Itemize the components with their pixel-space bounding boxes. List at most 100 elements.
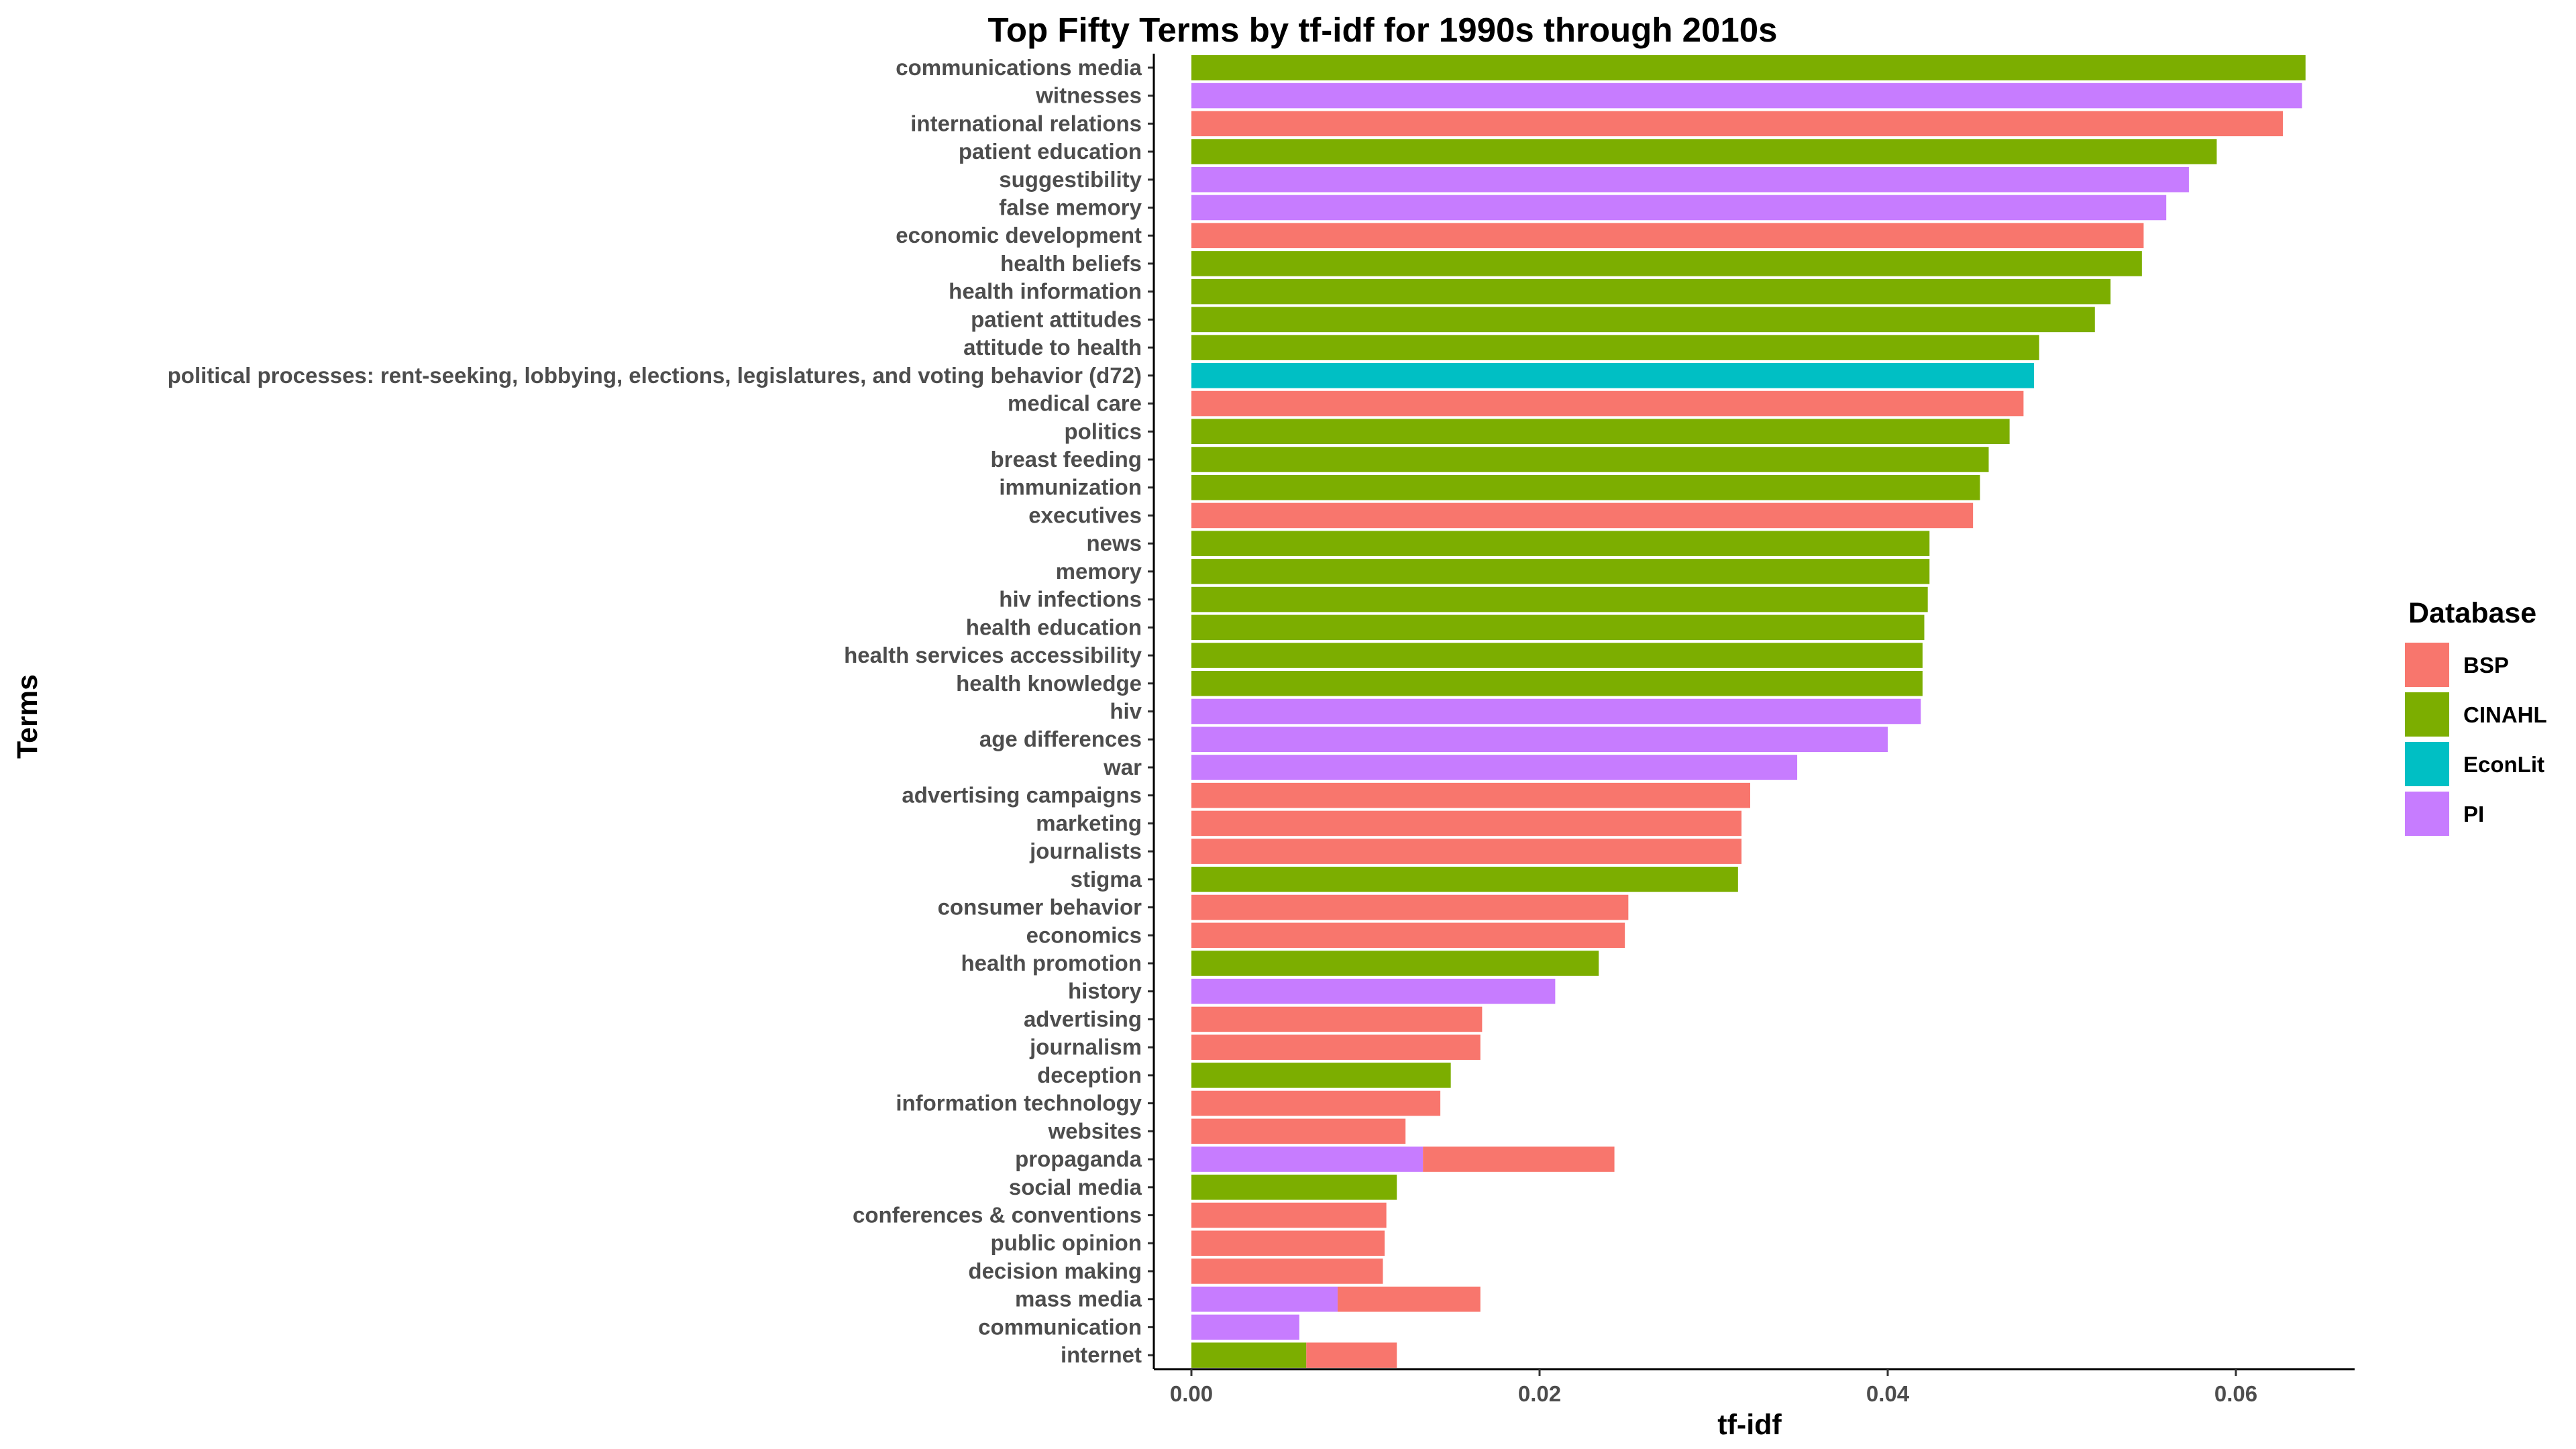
bar-pi xyxy=(1191,195,2167,221)
term-label: executives xyxy=(1028,502,1142,527)
bar-bsp xyxy=(1191,922,1625,949)
bar-cinahl xyxy=(1191,643,1923,668)
bar-pi xyxy=(1191,1286,1338,1312)
bar-cinahl xyxy=(1191,419,2010,445)
x-tick-label: 0.06 xyxy=(2214,1381,2257,1406)
x-tick-label: 0.04 xyxy=(1866,1381,1910,1406)
term-label: internet xyxy=(1061,1342,1142,1367)
legend-swatch-econlit xyxy=(2405,742,2449,786)
term-label: health promotion xyxy=(961,951,1142,975)
term-label: public opinion xyxy=(991,1230,1142,1255)
bar-bsp xyxy=(1191,1202,1387,1228)
bar-bsp xyxy=(1191,1230,1385,1256)
bar-cinahl xyxy=(1191,867,1738,892)
term-label: breast feeding xyxy=(990,447,1142,472)
x-axis-ticks: 0.00 0.02 0.04 0.06 xyxy=(1170,1369,2257,1406)
term-label: attitude to health xyxy=(963,335,1142,360)
term-label: history xyxy=(1068,979,1142,1004)
term-label: deception xyxy=(1037,1063,1142,1087)
legend-label-pi: PI xyxy=(2463,802,2484,826)
term-label: false memory xyxy=(999,195,1142,219)
bar-bsp xyxy=(1191,390,2024,417)
term-label: political processes: rent-seeking, lobby… xyxy=(168,363,1142,388)
term-label: advertising campaigns xyxy=(902,783,1142,808)
term-label: patient education xyxy=(959,139,1142,164)
bar-bsp xyxy=(1191,1258,1383,1284)
legend-title: Database xyxy=(2408,597,2536,629)
bar-cinahl xyxy=(1191,55,2306,80)
term-label: information technology xyxy=(896,1091,1142,1116)
term-label: war xyxy=(1103,755,1142,780)
legend-swatch-cinahl xyxy=(2405,692,2449,737)
bar-cinahl xyxy=(1191,335,2039,360)
bar-pi xyxy=(1191,1146,1424,1172)
bar-pi xyxy=(1191,83,2302,109)
term-label: patient attitudes xyxy=(971,307,1142,331)
bar-pi xyxy=(1191,1314,1299,1340)
bar-cinahl xyxy=(1191,474,1980,500)
term-label: communication xyxy=(978,1314,1142,1339)
bar-cinahl xyxy=(1191,586,1928,612)
term-label: international relations xyxy=(910,111,1142,136)
bar-econlit xyxy=(1191,363,2034,388)
bar-bsp xyxy=(1191,502,1974,529)
bar-bsp xyxy=(1191,894,1629,920)
term-label: websites xyxy=(1048,1118,1142,1143)
bar-bsp xyxy=(1337,1286,1481,1312)
term-label: stigma xyxy=(1071,867,1142,892)
term-label: politics xyxy=(1064,419,1142,443)
bar-cinahl xyxy=(1191,531,1930,556)
term-label: consumer behavior xyxy=(938,895,1142,920)
bar-bsp xyxy=(1191,1090,1441,1116)
term-label: communications media xyxy=(896,55,1142,80)
term-label: journalism xyxy=(1029,1034,1142,1059)
term-label: social media xyxy=(1009,1175,1142,1199)
term-label: health education xyxy=(966,614,1142,639)
bar-bsp xyxy=(1423,1146,1615,1172)
term-label: immunization xyxy=(999,475,1142,500)
chart-title: Top Fifty Terms by tf-idf for 1990s thro… xyxy=(988,11,1778,49)
term-label: conferences & conventions xyxy=(853,1203,1142,1228)
term-label: health information xyxy=(949,279,1142,304)
bar-cinahl xyxy=(1191,447,1989,472)
term-label: memory xyxy=(1056,559,1142,584)
legend: Database BSP CINAHL EconLit PI xyxy=(2405,597,2547,836)
term-label: hiv xyxy=(1110,699,1142,724)
term-label: propaganda xyxy=(1015,1146,1142,1171)
bar-pi xyxy=(1191,698,1921,724)
term-label: economics xyxy=(1026,922,1142,947)
x-tick-label: 0.00 xyxy=(1170,1381,1213,1406)
bar-bsp xyxy=(1191,810,1742,837)
bar-cinahl xyxy=(1191,559,1930,584)
term-label: health knowledge xyxy=(956,671,1142,696)
bar-pi xyxy=(1191,755,1798,780)
bar-cinahl xyxy=(1191,1342,1307,1368)
bar-bsp xyxy=(1191,839,1742,864)
term-labels: communications media witnesses internation… xyxy=(168,55,1154,1367)
legend-items: BSP CINAHL EconLit PI xyxy=(2405,643,2547,836)
x-tick-label: 0.02 xyxy=(1518,1381,1561,1406)
bar-bsp xyxy=(1191,782,1750,808)
bar-cinahl xyxy=(1191,139,2217,164)
term-label: journalists xyxy=(1029,839,1142,863)
x-axis-title: tf-idf xyxy=(1717,1409,1782,1441)
legend-label-cinahl: CINAHL xyxy=(2463,702,2547,727)
term-label: advertising xyxy=(1024,1006,1142,1031)
legend-swatch-pi xyxy=(2405,792,2449,836)
bar-bsp xyxy=(1306,1342,1397,1368)
bars-layer xyxy=(1191,55,2306,1368)
bar-bsp xyxy=(1191,1006,1483,1032)
bar-cinahl xyxy=(1191,1063,1451,1088)
term-label: witnesses xyxy=(1035,83,1142,108)
term-label: age differences xyxy=(979,727,1142,751)
bar-cinahl xyxy=(1191,278,2111,305)
term-label: hiv infections xyxy=(999,587,1142,612)
term-label: health beliefs xyxy=(1000,251,1142,276)
term-label: economic development xyxy=(896,223,1142,248)
term-label: decision making xyxy=(968,1258,1142,1283)
bar-cinahl xyxy=(1191,307,2095,333)
bar-cinahl xyxy=(1191,1175,1397,1200)
term-label: news xyxy=(1086,531,1142,555)
term-label: suggestibility xyxy=(999,167,1142,192)
